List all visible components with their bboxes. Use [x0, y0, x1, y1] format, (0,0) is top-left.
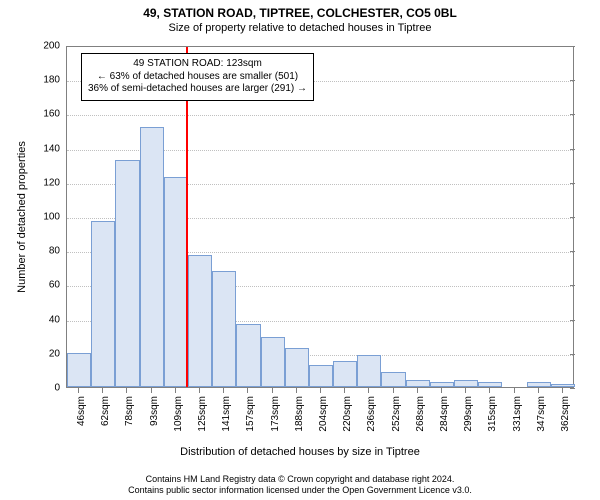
y-tick-mark	[570, 149, 575, 150]
x-tick-label: 284sqm	[439, 396, 450, 432]
y-tick-mark	[570, 388, 575, 389]
x-tick-mark	[417, 388, 418, 393]
histogram-bar	[140, 127, 164, 387]
y-tick-label: 120	[43, 177, 66, 188]
x-tick-mark	[296, 388, 297, 393]
x-tick-label: 204sqm	[318, 396, 329, 432]
y-tick-mark	[570, 354, 575, 355]
y-tick-mark	[570, 114, 575, 115]
x-tick-mark	[562, 388, 563, 393]
x-tick-label: 62sqm	[100, 396, 111, 426]
y-tick-mark	[570, 320, 575, 321]
x-tick-mark	[514, 388, 515, 393]
histogram-bar	[454, 380, 478, 387]
histogram-bar	[551, 384, 575, 387]
histogram-bar	[115, 160, 139, 387]
histogram-bar	[236, 324, 260, 387]
histogram-bar	[67, 353, 91, 387]
x-tick-mark	[272, 388, 273, 393]
chart-title: 49, STATION ROAD, TIPTREE, COLCHESTER, C…	[0, 6, 600, 20]
x-tick-mark	[223, 388, 224, 393]
x-tick-label: 331sqm	[512, 396, 523, 432]
chart-subtitle: Size of property relative to detached ho…	[0, 22, 600, 34]
x-tick-mark	[247, 388, 248, 393]
x-axis-label: Distribution of detached houses by size …	[0, 446, 600, 458]
chart-container: 49, STATION ROAD, TIPTREE, COLCHESTER, C…	[0, 0, 600, 500]
x-tick-mark	[102, 388, 103, 393]
x-tick-mark	[465, 388, 466, 393]
annotation-line: 49 STATION ROAD: 123sqm	[88, 58, 307, 71]
x-tick-mark	[126, 388, 127, 393]
x-tick-label: 188sqm	[294, 396, 305, 432]
histogram-bar	[430, 382, 454, 387]
y-tick-label: 40	[49, 314, 66, 325]
y-tick-label: 140	[43, 143, 66, 154]
y-tick-mark	[570, 217, 575, 218]
histogram-bar	[406, 380, 430, 387]
plot-outer: 49 STATION ROAD: 123sqm← 63% of detached…	[66, 46, 574, 388]
y-axis-label: Number of detached properties	[16, 141, 28, 293]
histogram-bar	[261, 337, 285, 387]
y-tick-mark	[570, 183, 575, 184]
x-tick-mark	[368, 388, 369, 393]
y-tick-label: 0	[54, 383, 66, 394]
x-tick-label: 125sqm	[197, 396, 208, 432]
histogram-bar	[212, 271, 236, 387]
y-tick-label: 80	[49, 246, 66, 257]
x-tick-mark	[393, 388, 394, 393]
x-tick-label: 46sqm	[76, 396, 87, 426]
x-tick-label: 157sqm	[245, 396, 256, 432]
x-tick-label: 362sqm	[560, 396, 571, 432]
footer-attribution: Contains HM Land Registry data © Crown c…	[0, 474, 600, 496]
annotation-line: 36% of semi-detached houses are larger (…	[88, 83, 307, 96]
x-tick-label: 78sqm	[124, 396, 135, 426]
annotation-box: 49 STATION ROAD: 123sqm← 63% of detached…	[81, 53, 314, 101]
x-tick-mark	[78, 388, 79, 393]
x-tick-mark	[320, 388, 321, 393]
x-tick-mark	[489, 388, 490, 393]
footer-line: Contains HM Land Registry data © Crown c…	[0, 474, 600, 485]
y-tick-label: 60	[49, 280, 66, 291]
x-tick-label: 173sqm	[270, 396, 281, 432]
x-tick-mark	[441, 388, 442, 393]
x-tick-label: 252sqm	[391, 396, 402, 432]
y-tick-mark	[570, 80, 575, 81]
y-tick-label: 20	[49, 348, 66, 359]
x-tick-label: 315sqm	[487, 396, 498, 432]
histogram-bar	[285, 348, 309, 387]
y-tick-mark	[570, 285, 575, 286]
histogram-bar	[381, 372, 405, 387]
y-tick-mark	[570, 46, 575, 47]
x-tick-label: 141sqm	[221, 396, 232, 432]
x-tick-label: 268sqm	[415, 396, 426, 432]
histogram-bar	[91, 221, 115, 387]
histogram-bar	[333, 361, 357, 387]
histogram-bar	[478, 382, 502, 387]
x-tick-label: 236sqm	[366, 396, 377, 432]
x-tick-mark	[344, 388, 345, 393]
histogram-bar	[357, 355, 381, 387]
histogram-bar	[188, 255, 212, 387]
x-tick-mark	[151, 388, 152, 393]
x-tick-mark	[199, 388, 200, 393]
annotation-line: ← 63% of detached houses are smaller (50…	[88, 71, 307, 84]
grid-line	[67, 115, 573, 116]
histogram-bar	[527, 382, 551, 387]
footer-line: Contains public sector information licen…	[0, 485, 600, 496]
plot-area: 49 STATION ROAD: 123sqm← 63% of detached…	[66, 46, 574, 388]
y-tick-label: 200	[43, 41, 66, 52]
y-tick-label: 100	[43, 212, 66, 223]
x-tick-label: 220sqm	[342, 396, 353, 432]
x-tick-label: 347sqm	[536, 396, 547, 432]
histogram-bar	[309, 365, 333, 387]
histogram-bar	[164, 177, 188, 387]
y-tick-mark	[570, 251, 575, 252]
y-tick-label: 180	[43, 75, 66, 86]
y-tick-label: 160	[43, 109, 66, 120]
x-tick-label: 93sqm	[149, 396, 160, 426]
x-tick-label: 299sqm	[463, 396, 474, 432]
x-tick-label: 109sqm	[173, 396, 184, 432]
x-tick-mark	[175, 388, 176, 393]
x-tick-mark	[538, 388, 539, 393]
